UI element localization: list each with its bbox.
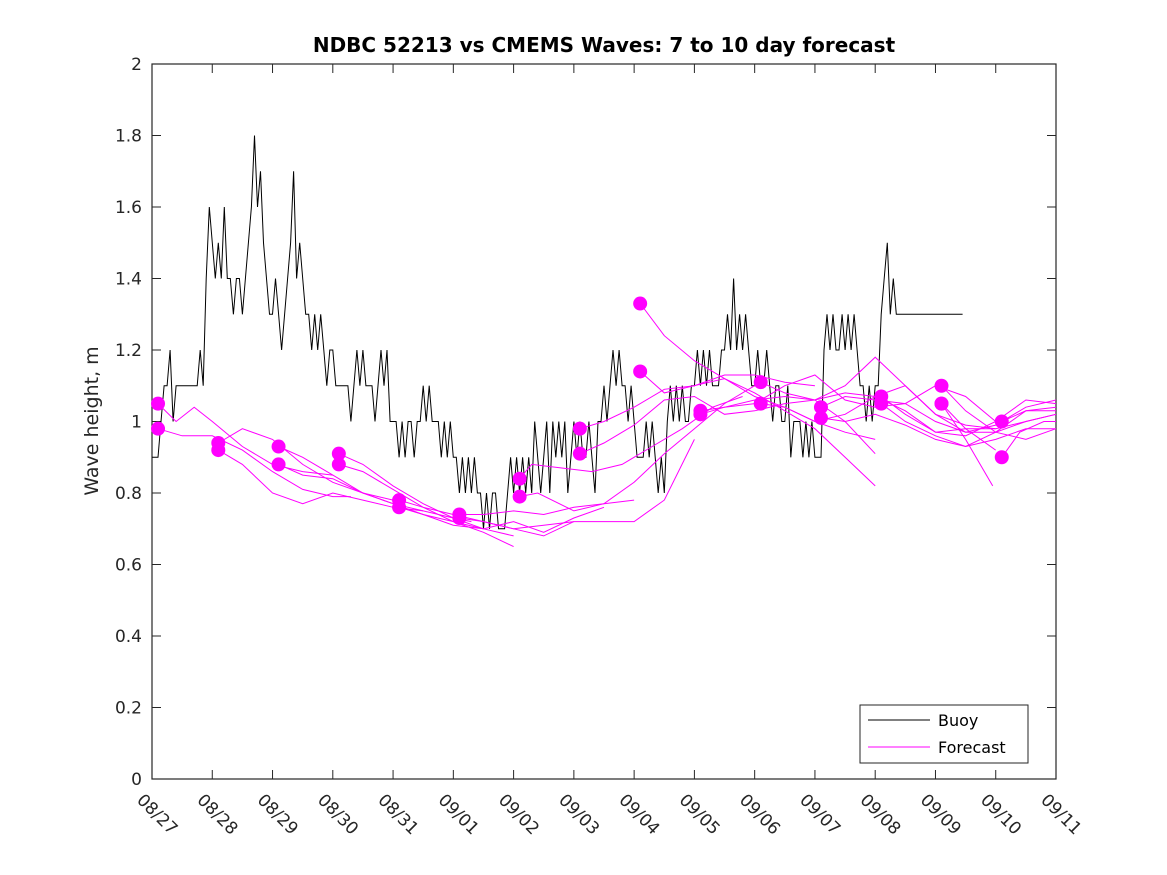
forecast-start-marker <box>271 439 286 454</box>
y-tick-label: 0 <box>131 770 142 790</box>
forecast-start-marker <box>151 396 166 411</box>
forecast-line <box>639 303 876 487</box>
forecast-start-marker <box>572 421 587 436</box>
y-tick-label: 0.8 <box>115 484 142 504</box>
forecast-line <box>1001 421 1056 458</box>
forecast-line <box>278 463 484 530</box>
forecast-line <box>941 385 1057 440</box>
legend-box <box>859 704 1029 764</box>
forecast-line <box>157 403 333 476</box>
y-tick-label: 0.4 <box>115 627 142 647</box>
forecast-start-marker <box>813 400 828 415</box>
forecast-start-marker <box>994 414 1009 429</box>
forecast-start-marker <box>512 489 527 504</box>
forecast-start-marker <box>452 511 467 526</box>
forecast-start-marker <box>512 471 527 486</box>
forecast-start-marker <box>211 443 226 458</box>
forecast-line <box>941 403 994 487</box>
forecast-start-marker <box>331 457 346 472</box>
y-tick-label: 2 <box>131 55 142 75</box>
x-tick-label: 09/09 <box>916 790 965 839</box>
forecast-start-marker <box>753 375 768 390</box>
buoy-line <box>152 135 963 530</box>
series-forecast <box>151 296 1057 548</box>
y-tick-label: 0.2 <box>115 699 142 719</box>
y-tick-label: 1.2 <box>115 341 142 361</box>
forecast-line <box>459 439 695 530</box>
forecast-start-marker <box>693 407 708 422</box>
forecast-line <box>218 449 424 512</box>
y-tick-label: 1.8 <box>115 127 142 147</box>
forecast-start-marker <box>994 450 1009 465</box>
forecast-start-marker <box>271 457 286 472</box>
x-tick-label: 08/28 <box>193 790 242 839</box>
legend: Buoy Forecast <box>859 704 1029 764</box>
x-tick-label: 09/10 <box>976 790 1025 839</box>
forecast-start-marker <box>874 396 889 411</box>
forecast-line <box>941 403 996 451</box>
x-tick-label: 08/31 <box>374 790 423 839</box>
y-tick-label: 1 <box>131 413 142 433</box>
forecast-start-marker <box>813 410 828 425</box>
x-tick-label: 09/03 <box>554 790 603 839</box>
legend-label-buoy: Buoy <box>938 711 978 730</box>
y-tick-label: 0.6 <box>115 556 142 576</box>
x-tick-label: 08/30 <box>313 790 362 839</box>
forecast-line <box>880 396 1057 437</box>
forecast-start-marker <box>392 500 407 515</box>
forecast-start-marker <box>331 446 346 461</box>
legend-label-forecast: Forecast <box>938 738 1006 757</box>
forecast-start-marker <box>934 396 949 411</box>
forecast-line <box>820 395 1057 433</box>
y-tick-label: 1.6 <box>115 198 142 218</box>
x-tick-label: 08/29 <box>253 790 302 839</box>
forecast-start-marker <box>753 396 768 411</box>
forecast-start-marker <box>934 378 949 393</box>
x-tick-label: 09/06 <box>735 790 784 839</box>
x-tick-label: 09/11 <box>1036 790 1085 839</box>
forecast-line <box>639 371 876 440</box>
x-tick-label: 09/02 <box>494 790 543 839</box>
x-tick-label: 09/07 <box>795 790 844 839</box>
forecast-line <box>519 385 755 512</box>
forecast-start-marker <box>151 421 166 436</box>
y-tick-label: 1.4 <box>115 270 142 290</box>
x-tick-label: 08/27 <box>132 790 181 839</box>
forecast-start-marker <box>572 446 587 461</box>
x-tick-label: 09/08 <box>856 790 905 839</box>
x-tick-label: 09/01 <box>434 790 483 839</box>
chart-title: NDBC 52213 vs CMEMS Waves: 7 to 10 day f… <box>313 33 896 57</box>
forecast-start-marker <box>633 364 648 379</box>
x-tick-label: 09/05 <box>675 790 724 839</box>
forecast-start-marker <box>633 296 648 311</box>
forecast-line <box>700 385 996 430</box>
forecast-line <box>157 428 351 498</box>
forecast-line <box>1001 406 1057 422</box>
series-buoy <box>152 135 963 530</box>
y-axis-label: Wave height, m <box>81 346 103 495</box>
x-tick-label: 09/04 <box>615 790 664 839</box>
forecast-line <box>820 413 1056 448</box>
